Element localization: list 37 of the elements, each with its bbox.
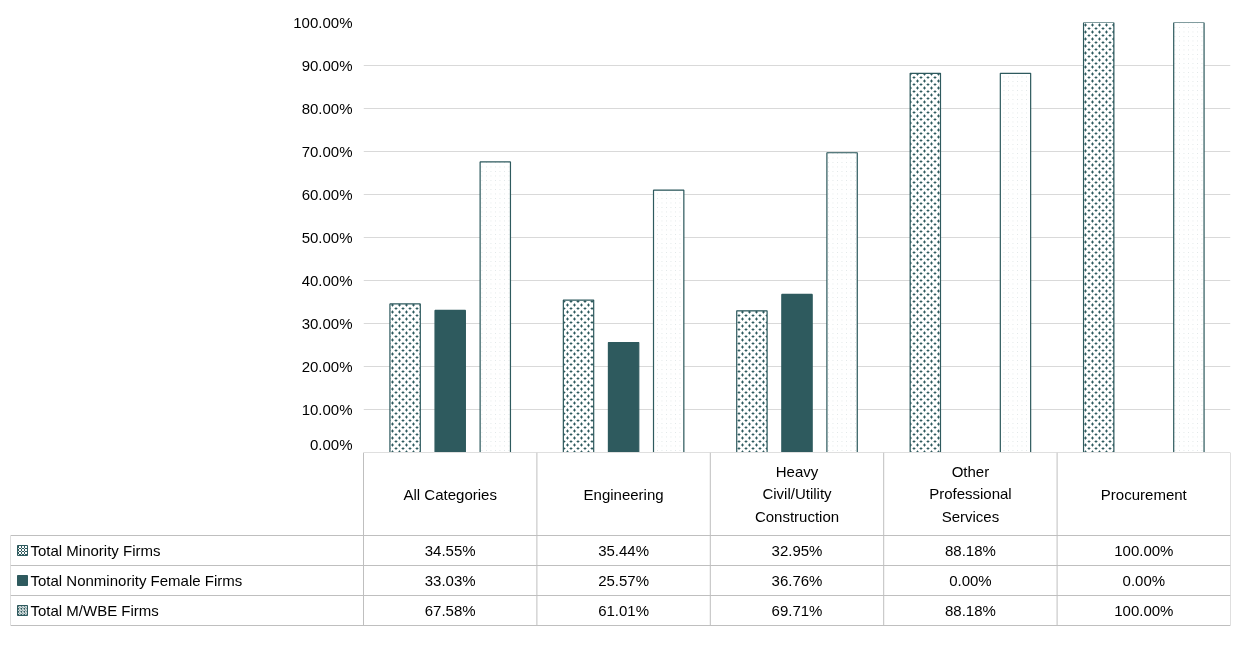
- legend-label: Total M/WBE Firms: [30, 602, 159, 619]
- y-tick-label: 0.00%: [309, 435, 353, 453]
- y-tick-label: 90.00%: [301, 57, 353, 74]
- data-label: 61.01%: [598, 602, 650, 619]
- y-tick-label: 60.00%: [301, 186, 353, 203]
- data-label: 33.03%: [424, 572, 476, 589]
- y-tick-label: 40.00%: [301, 272, 353, 289]
- y-tick-label: 70.00%: [301, 143, 353, 160]
- data-label: 35.44%: [598, 542, 650, 559]
- bar: [607, 341, 640, 452]
- data-label: 67.58%: [424, 602, 476, 619]
- data-label: 69.71%: [771, 602, 823, 619]
- bar: [781, 293, 813, 452]
- legend-label: Total Nonminority Female Firms: [30, 572, 243, 589]
- y-tick-label: 30.00%: [301, 315, 353, 332]
- data-label: 0.00%: [949, 572, 992, 589]
- data-label: 88.18%: [944, 542, 996, 559]
- data-label: 0.00%: [1122, 572, 1166, 589]
- data-label: 34.55%: [424, 542, 476, 559]
- data-label: 25.57%: [598, 572, 650, 589]
- y-tick-label: 10.00%: [301, 401, 353, 418]
- y-tick-label: 50.00%: [301, 229, 353, 246]
- x-tick-label: All Categories: [403, 485, 497, 503]
- data-label: 36.76%: [771, 572, 823, 589]
- x-tick-label: Heavy Civil/Utility Construction: [754, 463, 840, 525]
- data-label: 32.95%: [771, 542, 823, 559]
- data-label: 100.00%: [1114, 602, 1174, 619]
- y-tick-label: 80.00%: [301, 100, 353, 117]
- x-tick-label: Procurement: [1100, 485, 1188, 503]
- data-label: 100.00%: [1114, 542, 1174, 559]
- data-label: 88.18%: [944, 602, 996, 619]
- bar: [434, 309, 466, 452]
- y-tick-label: 20.00%: [301, 358, 353, 375]
- x-tick-label: Engineering: [583, 485, 664, 503]
- legend-label: Total Minority Firms: [30, 542, 161, 559]
- x-tick-label: Other Professional Services: [929, 463, 1012, 525]
- y-tick-label: 100.00%: [293, 14, 353, 31]
